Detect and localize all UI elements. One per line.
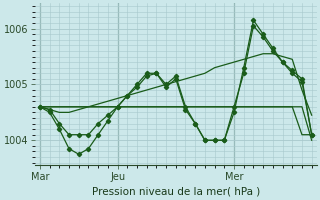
X-axis label: Pression niveau de la mer( hPa ): Pression niveau de la mer( hPa ) [92,187,260,197]
